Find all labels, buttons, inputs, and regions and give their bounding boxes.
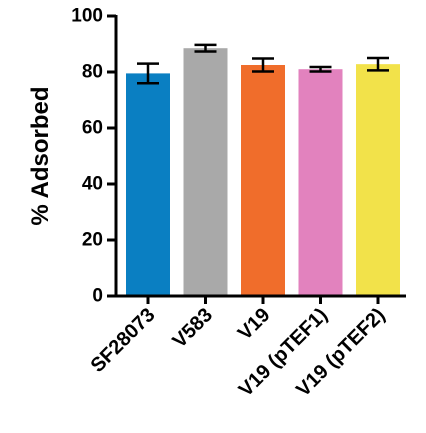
y-tick-label-60: 60 (82, 118, 103, 139)
y-tick-label-80: 80 (82, 62, 103, 83)
y-tick-label-40: 40 (82, 174, 103, 195)
bar-4 (298, 69, 343, 296)
y-axis-title: % Adsorbed (27, 86, 54, 225)
y-tick-label-0: 0 (92, 286, 103, 307)
y-tick-label-100: 100 (71, 6, 103, 27)
error-bars-layer (137, 43, 389, 85)
category-label-1: SF28073 (87, 304, 160, 377)
bar-5 (356, 64, 400, 296)
category-label-3: V19 (234, 304, 275, 345)
axes-layer (107, 14, 406, 304)
y-tick-label-20: 20 (82, 230, 103, 251)
category-label-2: V583 (168, 304, 217, 353)
bars-layer (126, 48, 400, 297)
bar-2 (183, 48, 228, 297)
bar-1 (126, 73, 170, 297)
bar-3 (241, 65, 285, 296)
